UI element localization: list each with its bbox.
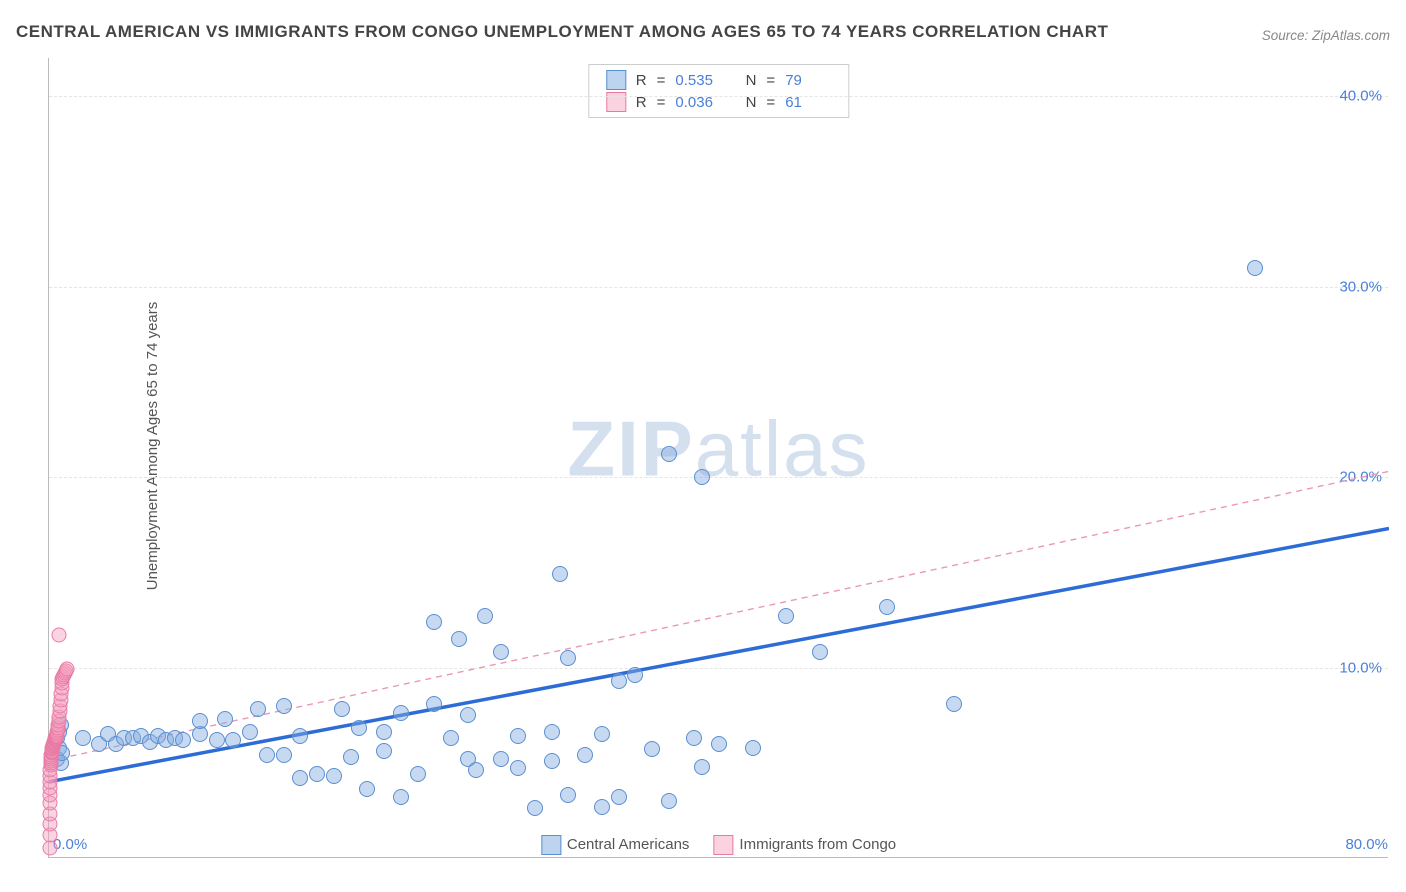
watermark: ZIPatlas — [567, 403, 869, 494]
data-point — [644, 741, 660, 757]
legend-bottom: Central Americans Immigrants from Congo — [541, 835, 896, 855]
data-point — [376, 743, 392, 759]
stats-legend-box: R = 0.535 N = 79 R = 0.036 N = 61 — [588, 64, 849, 118]
stats-eq: = — [766, 72, 775, 89]
data-point — [217, 711, 233, 727]
data-point — [250, 701, 266, 717]
data-point — [544, 753, 560, 769]
data-point — [611, 673, 627, 689]
data-point — [242, 724, 258, 740]
x-tick-max: 80.0% — [1345, 836, 1388, 853]
legend-item-series1: Central Americans — [541, 835, 690, 855]
data-point — [259, 747, 275, 763]
gridline — [49, 287, 1388, 288]
data-point — [426, 614, 442, 630]
data-point — [42, 841, 57, 856]
data-point — [946, 696, 962, 712]
data-point — [694, 759, 710, 775]
data-point — [343, 749, 359, 765]
gridline — [49, 668, 1388, 669]
data-point — [292, 728, 308, 744]
legend-series2-name: Immigrants from Congo — [739, 836, 896, 853]
data-point — [410, 766, 426, 782]
data-point — [1247, 260, 1263, 276]
data-point — [192, 713, 208, 729]
data-point — [661, 793, 677, 809]
data-point — [594, 726, 610, 742]
data-point — [527, 800, 543, 816]
data-point — [879, 599, 895, 615]
stats-series1-N: 79 — [785, 72, 831, 89]
data-point — [510, 760, 526, 776]
data-point — [443, 730, 459, 746]
y-tick-label: 30.0% — [1339, 278, 1382, 295]
data-point — [493, 644, 509, 660]
data-point — [686, 730, 702, 746]
gridline — [49, 477, 1388, 478]
data-point — [661, 446, 677, 462]
stats-N-label: N — [746, 72, 757, 89]
data-point — [292, 770, 308, 786]
data-point — [611, 789, 627, 805]
gridline — [49, 96, 1388, 97]
chart-plot-area: ZIPatlas R = 0.535 N = 79 R = 0.036 N = — [48, 58, 1388, 858]
data-point — [694, 469, 710, 485]
watermark-bold: ZIP — [567, 404, 694, 492]
data-point — [309, 766, 325, 782]
data-point — [359, 781, 375, 797]
stats-row-series1: R = 0.535 N = 79 — [601, 69, 836, 91]
data-point — [745, 740, 761, 756]
data-point — [326, 768, 342, 784]
data-point — [468, 762, 484, 778]
data-point — [276, 747, 292, 763]
y-tick-label: 20.0% — [1339, 469, 1382, 486]
data-point — [351, 720, 367, 736]
swatch-pink — [713, 835, 733, 855]
data-point — [577, 747, 593, 763]
stats-eq: = — [657, 72, 666, 89]
data-point — [209, 732, 225, 748]
trend-line — [49, 471, 1389, 761]
data-point — [460, 707, 476, 723]
data-point — [376, 724, 392, 740]
y-tick-label: 10.0% — [1339, 659, 1382, 676]
data-point — [75, 730, 91, 746]
data-point — [393, 789, 409, 805]
data-point — [52, 628, 67, 643]
data-point — [560, 650, 576, 666]
data-point — [426, 696, 442, 712]
data-point — [276, 698, 292, 714]
data-point — [778, 608, 794, 624]
data-point — [552, 566, 568, 582]
stats-R-label: R — [636, 72, 647, 89]
data-point — [560, 787, 576, 803]
data-point — [493, 751, 509, 767]
data-point — [393, 705, 409, 721]
data-point — [812, 644, 828, 660]
data-point — [451, 631, 467, 647]
data-point — [477, 608, 493, 624]
data-point — [334, 701, 350, 717]
data-point — [175, 732, 191, 748]
stats-row-series2: R = 0.036 N = 61 — [601, 91, 836, 113]
data-point — [711, 736, 727, 752]
data-point — [594, 799, 610, 815]
x-tick-min: 0.0% — [53, 836, 87, 853]
legend-item-series2: Immigrants from Congo — [713, 835, 896, 855]
legend-series1-name: Central Americans — [567, 836, 690, 853]
data-point — [627, 667, 643, 683]
y-tick-label: 40.0% — [1339, 88, 1382, 105]
swatch-pink — [606, 92, 626, 112]
swatch-blue — [606, 70, 626, 90]
data-point — [225, 732, 241, 748]
data-point — [60, 662, 75, 677]
chart-title: CENTRAL AMERICAN VS IMMIGRANTS FROM CONG… — [16, 22, 1108, 42]
data-point — [510, 728, 526, 744]
swatch-blue — [541, 835, 561, 855]
chart-source: Source: ZipAtlas.com — [1262, 28, 1390, 43]
stats-series1-R: 0.535 — [675, 72, 721, 89]
watermark-light: atlas — [695, 404, 870, 492]
data-point — [544, 724, 560, 740]
